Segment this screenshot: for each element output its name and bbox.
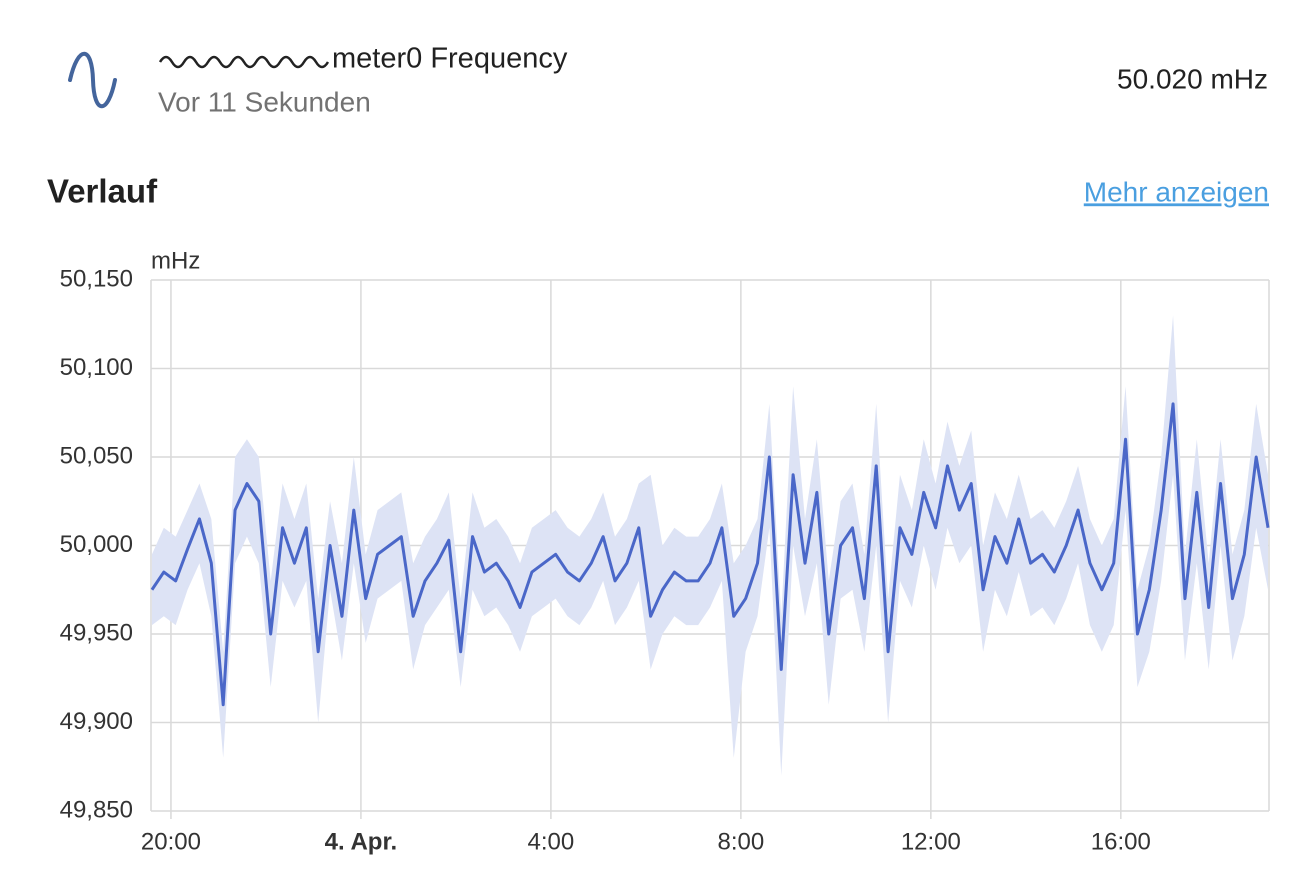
redacted-name [158,55,330,69]
y-tick-label: 49,950 [60,619,133,646]
entity-name: meter0 Frequency [332,43,568,75]
y-tick-label: 49,850 [60,796,133,823]
min-max-band [151,315,1269,776]
x-tick-label: 4. Apr. [325,828,397,855]
show-more-link[interactable]: Mehr anzeigen [1084,176,1269,207]
x-tick-label: 20:00 [141,828,201,855]
x-tick-label: 16:00 [1091,828,1151,855]
last-changed: Vor 11 Sekunden [158,86,371,117]
section-title: Verlauf [47,173,158,210]
x-tick-label: 4:00 [528,828,575,855]
y-tick-label: 50,100 [60,354,133,381]
data-line [150,402,1270,707]
x-tick-label: 8:00 [718,828,765,855]
y-tick-label: 49,900 [60,708,133,735]
y-tick-label: 50,150 [60,265,133,292]
x-tick-label: 12:00 [901,828,961,855]
entity-icon [68,51,117,109]
y-tick-label: 50,000 [60,531,133,558]
entity-state: 50.020 mHz [1117,63,1268,94]
y-axis-unit: mHz [151,247,200,274]
y-tick-label: 50,050 [60,442,133,469]
